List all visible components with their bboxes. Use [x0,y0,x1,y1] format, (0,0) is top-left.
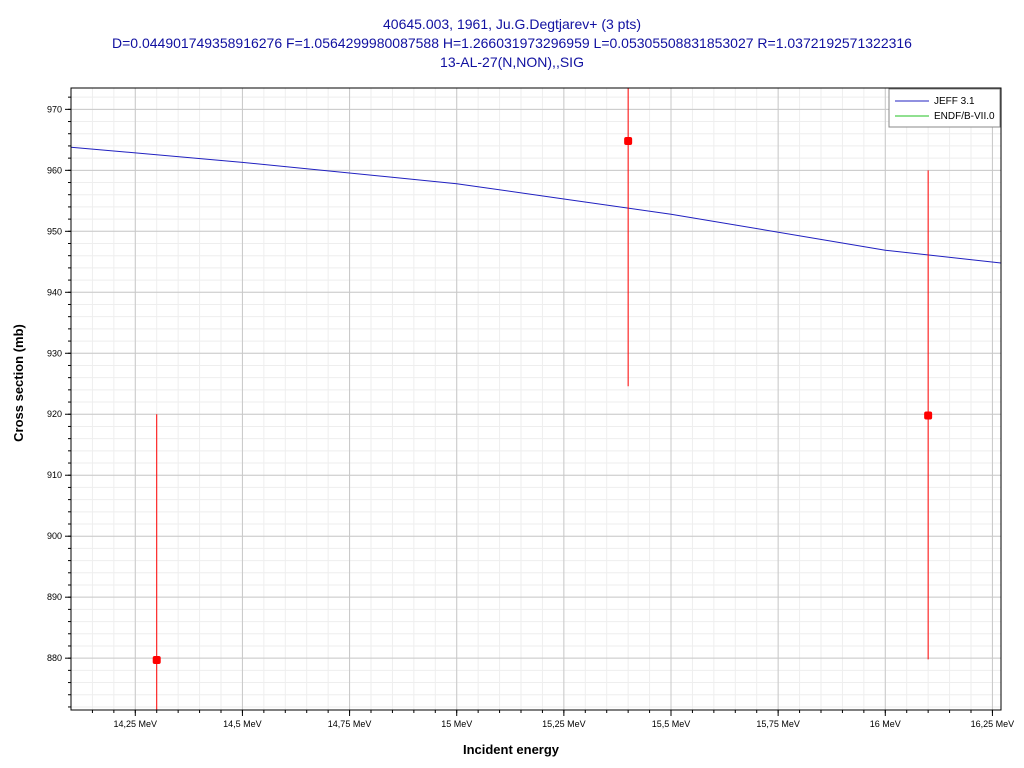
x-axis-ticks: 14,25 MeV 14,5 MeV 14,75 MeV 15 MeV 15,25 Me… [91,710,1015,729]
y-axis-title: Cross section (mb) [11,324,26,442]
y-tick-label: 930 [47,348,62,358]
legend-label-jeff: JEFF 3.1 [934,96,975,107]
x-tick-label: 14,25 MeV [114,719,158,729]
y-axis-ticks: 880 890 900 910 920 930 940 950 960 970 [47,96,71,708]
y-tick-label: 960 [47,165,62,175]
y-tick-label: 950 [47,226,62,236]
y-tick-label: 900 [47,531,62,541]
y-tick-label: 970 [47,104,62,114]
y-tick-label: 940 [47,287,62,297]
x-axis-title: Incident energy [463,742,560,757]
x-tick-label: 14,75 MeV [328,719,372,729]
legend-label-endf: ENDF/B-VII.0 [934,111,995,122]
y-tick-label: 880 [47,653,62,663]
legend: JEFF 3.1 ENDF/B-VII.0 [888,88,1001,128]
title-line-2: D=0.044901749358916276 F=1.0564299980087… [112,35,912,51]
plot-area [70,88,1002,710]
x-tick-label: 16,25 MeV [971,719,1015,729]
x-tick-label: 16 MeV [870,719,901,729]
y-tick-label: 920 [47,409,62,419]
chart-title: 40645.003, 1961, Ju.G.Degtjarev+ (3 pts)… [112,16,912,70]
data-point [624,137,633,146]
x-tick-label: 15,25 MeV [542,719,586,729]
data-point [152,655,161,664]
title-line-1: 40645.003, 1961, Ju.G.Degtjarev+ (3 pts) [383,16,641,32]
major-gridlines [71,88,1001,710]
y-tick-label: 910 [47,470,62,480]
title-line-3: 13-AL-27(N,NON),,SIG [440,54,584,70]
series-line-jeff [70,146,1002,264]
y-tick-label: 890 [47,592,62,602]
x-tick-label: 15 MeV [441,719,472,729]
x-tick-label: 14,5 MeV [223,719,262,729]
minor-gridlines [71,88,1001,710]
plot-frame [70,87,1002,711]
data-point [924,411,933,420]
legend-box [888,88,1001,128]
x-tick-label: 15,75 MeV [756,719,800,729]
x-tick-label: 15,5 MeV [652,719,691,729]
